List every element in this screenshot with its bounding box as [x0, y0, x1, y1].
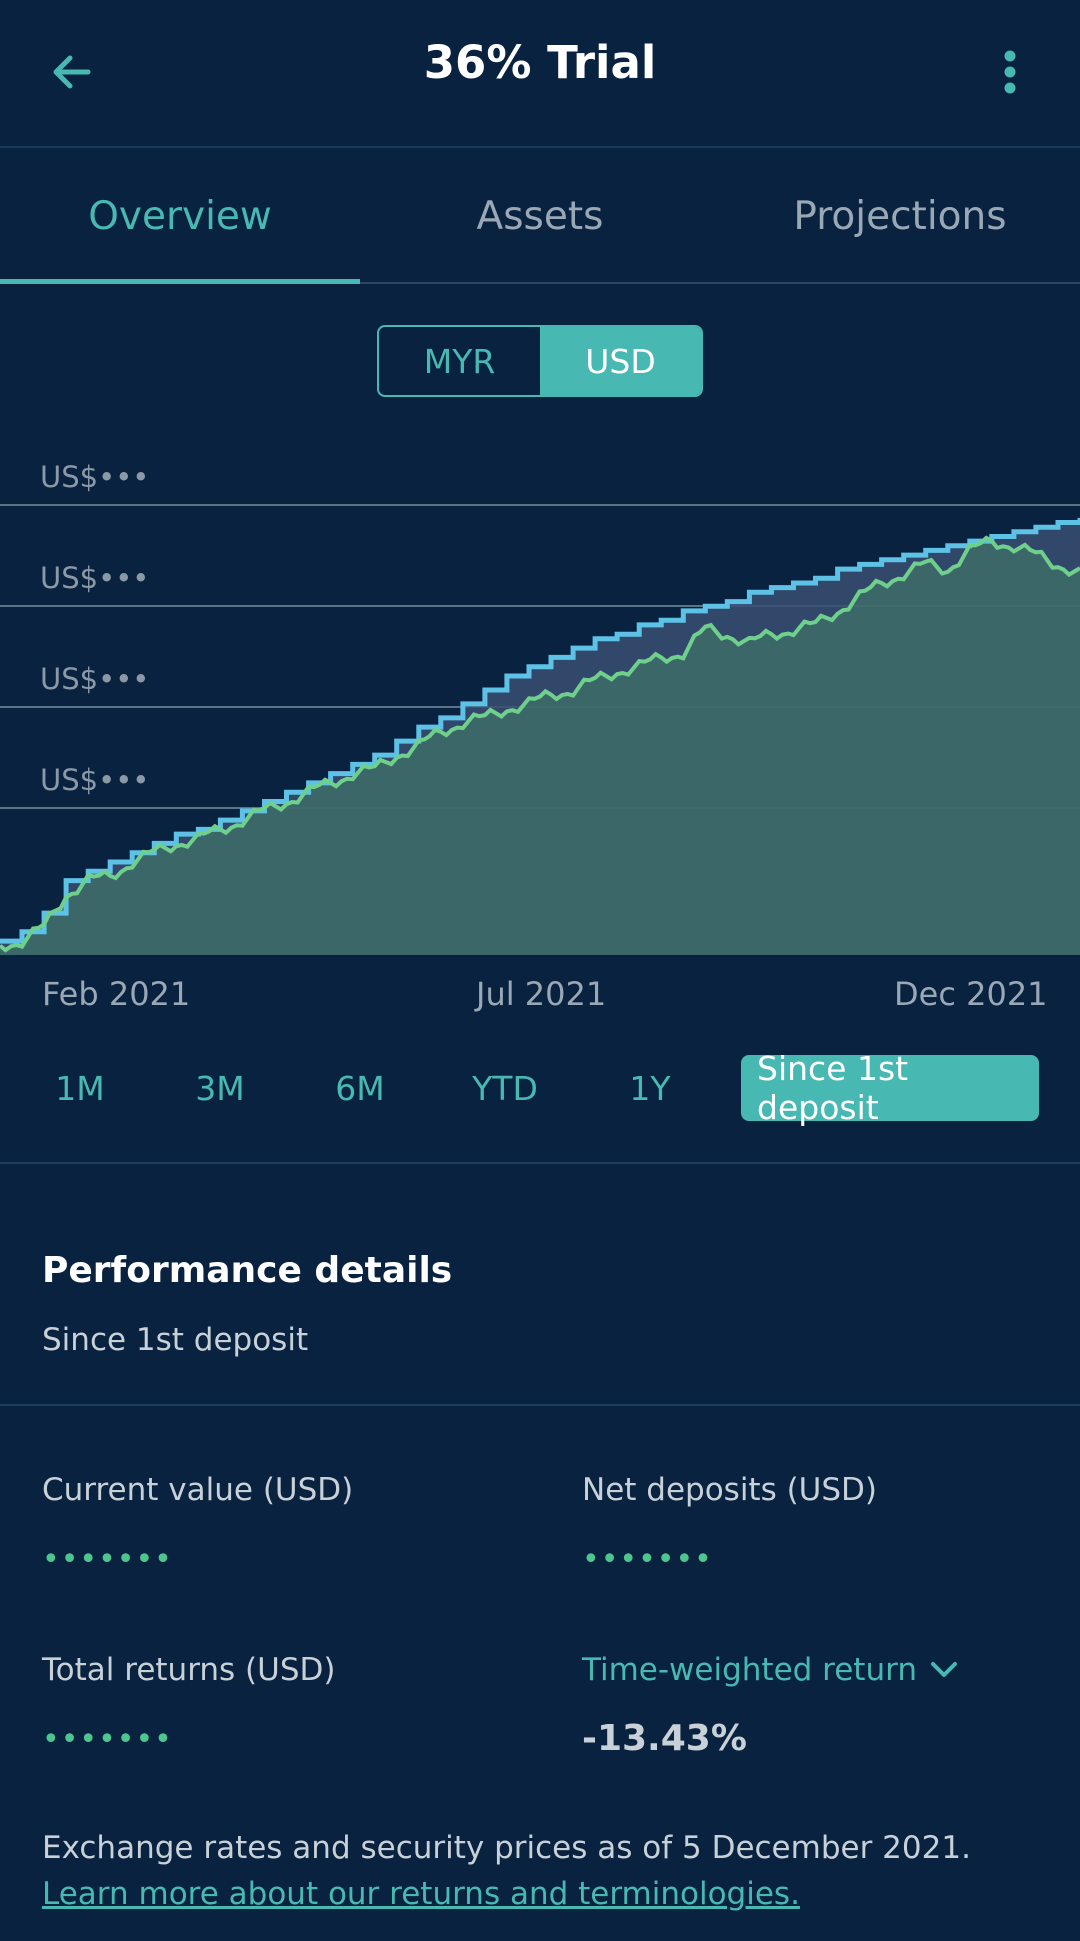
net-deposits-amount: •••••••	[582, 1542, 713, 1577]
arrow-left-icon	[53, 55, 91, 89]
tab-overview[interactable]: Overview	[0, 150, 360, 284]
twr-value: -13.43%	[582, 1718, 747, 1759]
y-tick-label: US$•••	[40, 763, 150, 797]
footnote-text: Exchange rates and security prices as of…	[42, 1830, 971, 1866]
currency-toggle: MYR USD	[377, 325, 703, 397]
current-value-label: Current value (USD)	[42, 1472, 354, 1508]
divider	[0, 1162, 1080, 1164]
x-tick-label: Dec 2021	[894, 975, 1048, 1013]
total-returns-label: Total returns (USD)	[42, 1652, 336, 1688]
back-button[interactable]	[40, 40, 104, 104]
tab-assets[interactable]: Assets	[476, 193, 604, 239]
footnote: Exchange rates and security prices as of…	[42, 1825, 1042, 1917]
range-3m[interactable]: 3M	[195, 1068, 245, 1108]
range-ytd[interactable]: YTD	[472, 1068, 538, 1108]
chevron-down-icon	[930, 1662, 957, 1677]
y-tick-label: US$•••	[40, 561, 150, 595]
x-tick-label: Jul 2021	[476, 975, 607, 1013]
page-title: 36% Trial	[423, 36, 657, 89]
tab-bar: Overview Assets Projections	[0, 150, 1080, 284]
total-returns-amount: •••••••	[42, 1722, 173, 1757]
range-1m[interactable]: 1M	[55, 1068, 105, 1108]
range-1y[interactable]: 1Y	[629, 1068, 671, 1108]
x-axis: Feb 2021 Jul 2021 Dec 2021	[0, 975, 1080, 1020]
current-value-amount: •••••••	[42, 1542, 173, 1577]
twr-label: Time-weighted return	[582, 1652, 917, 1688]
learn-more-link[interactable]: Learn more about our returns and termino…	[42, 1876, 800, 1912]
more-vertical-icon	[1004, 50, 1016, 94]
performance-subtitle: Since 1st deposit	[42, 1322, 309, 1358]
chart-svg	[0, 504, 1080, 955]
app-header: 36% Trial	[0, 0, 1080, 148]
value-area	[0, 537, 1080, 955]
performance-chart[interactable]: US$••• US$••• US$••• US$•••	[0, 450, 1080, 960]
series-line-deposits	[0, 517, 1080, 944]
net-deposits-label: Net deposits (USD)	[582, 1472, 878, 1508]
twr-dropdown[interactable]: Time-weighted return	[582, 1652, 961, 1688]
range-6m[interactable]: 6M	[335, 1068, 385, 1108]
performance-title: Performance details	[42, 1250, 453, 1291]
time-range-selector: 1M 3M 6M YTD 1Y Since 1st deposit	[0, 1049, 1080, 1127]
more-options-button[interactable]	[990, 40, 1030, 104]
x-tick-label: Feb 2021	[42, 975, 191, 1013]
series-line-value	[0, 535, 1080, 953]
range-since-first-deposit[interactable]: Since 1st deposit	[741, 1049, 1039, 1127]
currency-option-myr[interactable]: MYR	[423, 341, 496, 381]
tab-projections[interactable]: Projections	[793, 193, 1007, 239]
y-tick-label: US$•••	[40, 662, 150, 696]
currency-option-usd[interactable]: USD	[540, 327, 701, 395]
y-tick-label: US$•••	[40, 460, 150, 494]
divider	[0, 1404, 1080, 1406]
